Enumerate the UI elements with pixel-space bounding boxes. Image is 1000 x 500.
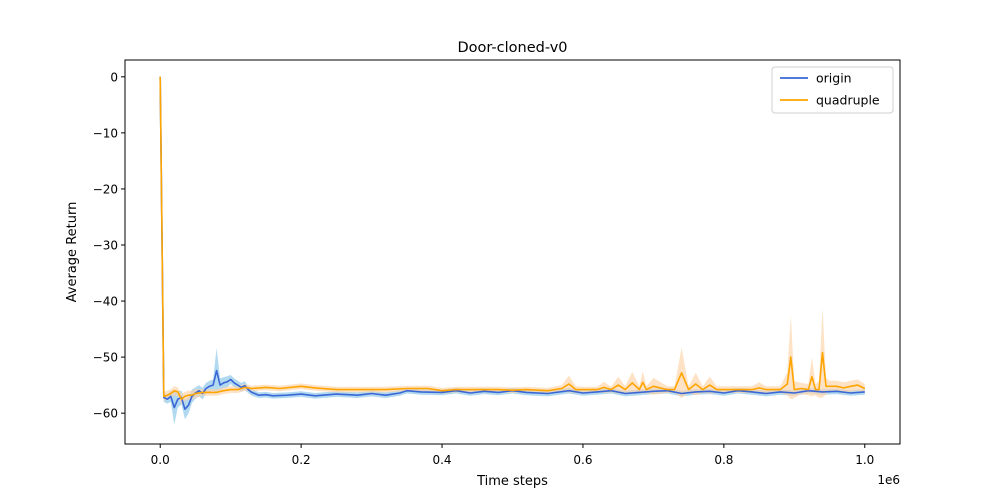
y-tick-label: −20 <box>93 182 118 196</box>
x-tick-label: 0.8 <box>714 453 733 467</box>
y-tick-label: −50 <box>93 351 118 365</box>
series-band-quadruple <box>160 76 865 405</box>
legend-label-quadruple: quadruple <box>816 93 880 108</box>
y-axis-label: Average Return <box>65 202 80 303</box>
chart-title: Door-cloned-v0 <box>457 40 567 56</box>
x-tick-label: 0.6 <box>573 453 592 467</box>
plot-area <box>159 76 866 425</box>
y-tick-label: −60 <box>93 407 118 421</box>
x-tick-label: 1.0 <box>855 453 874 467</box>
x-axis-label: Time steps <box>476 474 548 489</box>
y-tick-label: −30 <box>93 238 118 252</box>
y-tick-label: −10 <box>93 126 118 140</box>
legend-label-origin: origin <box>816 71 852 86</box>
axes-frame <box>124 59 901 445</box>
series-group <box>159 76 866 425</box>
x-tick-label: 0.4 <box>432 453 451 467</box>
legend: origin quadruple <box>771 66 894 114</box>
y-tick-label: 0 <box>110 70 118 84</box>
x-axis-offset-label: 1e6 <box>877 473 900 487</box>
x-axis-ticks: 0.0 0.2 0.4 0.6 0.8 1.0 <box>151 444 874 467</box>
series-line-quadruple <box>159 76 866 401</box>
series-line-origin <box>159 76 865 411</box>
y-tick-label: −40 <box>93 295 118 309</box>
x-tick-label: 0.0 <box>151 453 170 467</box>
x-tick-label: 0.2 <box>292 453 311 467</box>
series-band-origin <box>160 76 865 425</box>
y-axis-ticks: 0 −10 −20 −30 −40 −50 −60 <box>93 70 125 421</box>
